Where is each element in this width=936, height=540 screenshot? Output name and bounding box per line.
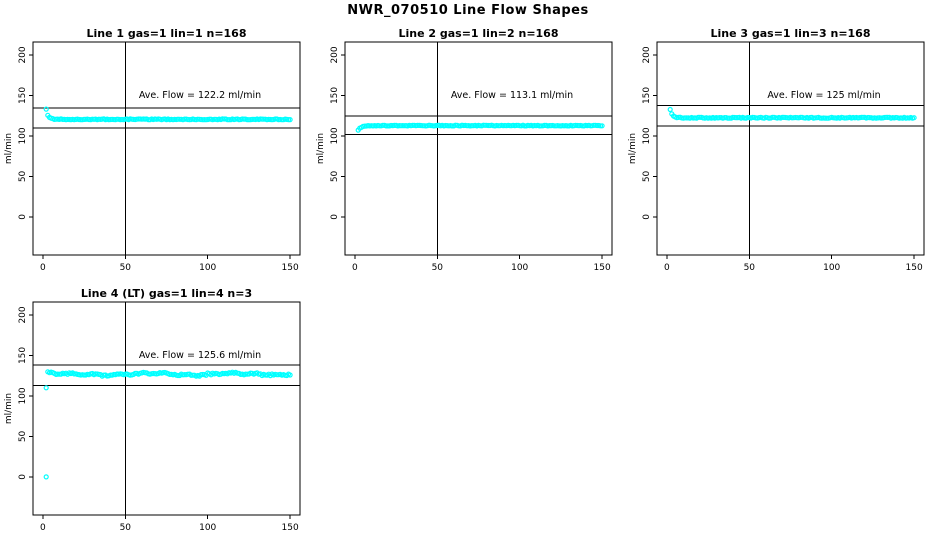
plot-box — [32, 41, 301, 256]
y-tick-label: 150 — [18, 87, 28, 104]
data-points — [43, 106, 293, 123]
y-tick-label: 100 — [18, 387, 28, 404]
y-tick-label: 100 — [18, 127, 28, 144]
plot-area: 0 50 100 150 0 50 100 150 200 ml/min — [628, 41, 925, 270]
y-tick-label: 200 — [18, 46, 28, 63]
data-points — [43, 369, 293, 480]
data-points — [667, 106, 917, 121]
x-tick-label: 50 — [744, 263, 756, 270]
x-tick-label: 150 — [906, 263, 923, 270]
y-tick-label: 50 — [330, 170, 340, 182]
y-tick-label: 200 — [642, 46, 652, 63]
figure-title: NWR_070510 Line Flow Shapes — [347, 3, 589, 18]
y-tick-label: 50 — [18, 170, 28, 182]
subplot-line-3: Line 3 gas=1 lin=3 n=168 Ave. Flow = 125… — [624, 0, 936, 270]
x-tick-label: 150 — [282, 523, 299, 533]
ave-flow-annotation: Ave. Flow = 125 ml/min — [767, 90, 881, 101]
x-tick-label: 0 — [40, 263, 46, 270]
plot-box — [344, 41, 613, 256]
y-tick-label: 150 — [330, 87, 340, 104]
y-axis-label: ml/min — [4, 393, 14, 424]
ave-flow-annotation: Ave. Flow = 122.2 ml/min — [138, 90, 262, 101]
x-tick-label: 0 — [352, 263, 358, 270]
x-tick-label: 50 — [432, 263, 444, 270]
subplot-line-2: Line 2 gas=1 lin=2 n=168 Ave. Flow = 113… — [312, 0, 624, 270]
outlier-point — [43, 385, 49, 391]
y-axis-label: ml/min — [4, 133, 14, 164]
y-tick-label: 200 — [18, 306, 28, 323]
ave-flow-annotation: Ave. Flow = 125.6 ml/min — [138, 350, 262, 361]
subplot-title: Line 3 gas=1 lin=3 n=168 — [710, 27, 871, 40]
subplot-line-1: Line 1 gas=1 lin=1 n=168 Ave. Flow = 122… — [0, 0, 312, 270]
subplot-line-4: Line 4 (LT) gas=1 lin=4 n=3 Ave. Flow = … — [0, 270, 312, 540]
y-tick-label: 100 — [642, 127, 652, 144]
y-tick-label: 50 — [18, 430, 28, 442]
x-tick-label: 150 — [282, 263, 299, 270]
y-tick-label: 150 — [642, 87, 652, 104]
plot-box — [656, 41, 925, 256]
subplot-title: Line 1 gas=1 lin=1 n=168 — [86, 27, 247, 40]
x-tick-label: 100 — [823, 263, 840, 270]
plot-area: 0 50 100 150 0 50 100 150 200 ml/min — [316, 41, 613, 270]
y-tick-label: 0 — [330, 214, 340, 220]
x-tick-label: 0 — [664, 263, 670, 270]
y-tick-label: 100 — [330, 127, 340, 144]
plot-box — [32, 301, 301, 516]
x-tick-label: 100 — [199, 523, 216, 533]
x-tick-label: 50 — [120, 523, 132, 533]
y-tick-label: 200 — [330, 46, 340, 63]
x-tick-label: 100 — [199, 263, 216, 270]
y-tick-label: 0 — [642, 214, 652, 220]
x-tick-label: 100 — [511, 263, 528, 270]
ave-flow-annotation: Ave. Flow = 113.1 ml/min — [450, 90, 574, 101]
plot-area: 0 50 100 150 0 50 100 150 200 ml/min — [4, 41, 301, 270]
outlier-point — [43, 474, 49, 480]
y-tick-label: 0 — [18, 214, 28, 220]
subplot-title: Line 2 gas=1 lin=2 n=168 — [398, 27, 559, 40]
plot-area: 0 50 100 150 0 50 100 150 200 ml/min — [4, 301, 301, 533]
y-tick-label: 0 — [18, 474, 28, 480]
y-axis-label: ml/min — [316, 133, 326, 164]
y-axis-label: ml/min — [628, 133, 638, 164]
subplot-title: Line 4 (LT) gas=1 lin=4 n=3 — [80, 287, 253, 300]
y-tick-label: 150 — [18, 347, 28, 364]
x-tick-label: 0 — [40, 523, 46, 533]
x-tick-label: 50 — [120, 263, 132, 270]
y-tick-label: 50 — [642, 170, 652, 182]
x-tick-label: 150 — [594, 263, 611, 270]
data-points — [355, 122, 605, 133]
